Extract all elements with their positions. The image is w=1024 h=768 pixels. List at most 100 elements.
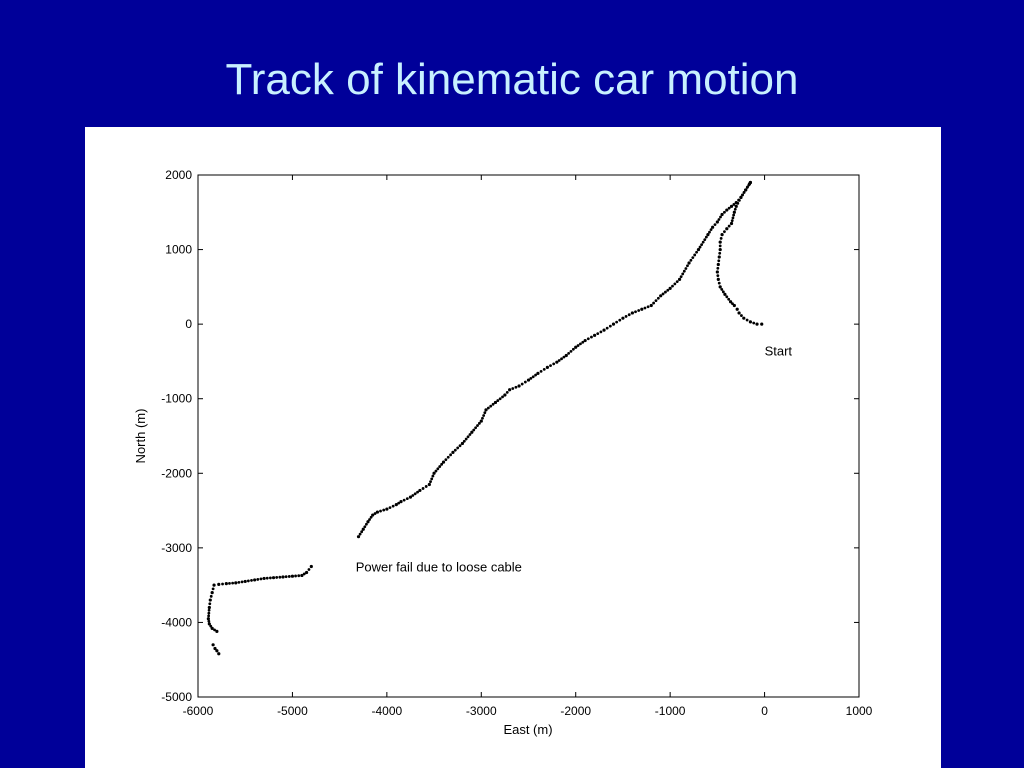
track-point: [388, 506, 392, 509]
track-point: [693, 253, 697, 257]
y-tick-label: -2000: [161, 466, 192, 480]
track-point: [696, 247, 701, 252]
track-point: [732, 203, 736, 206]
track-point: [706, 233, 710, 237]
track-point: [464, 437, 468, 441]
track-point: [659, 294, 663, 298]
track-point: [735, 307, 739, 311]
track-point: [462, 439, 466, 443]
track-point: [294, 574, 297, 578]
track-point: [453, 448, 457, 452]
track-point: [720, 287, 724, 291]
track-point: [493, 400, 498, 405]
track-point: [718, 247, 722, 252]
track-point: [567, 352, 571, 355]
track-point: [399, 500, 403, 504]
track-point: [731, 216, 735, 220]
track-point: [213, 628, 216, 632]
track-point: [440, 462, 444, 466]
track-point: [375, 510, 380, 514]
track-point: [505, 390, 509, 394]
track-point: [701, 240, 705, 244]
track-point: [741, 193, 744, 197]
track-point: [402, 498, 406, 502]
track-point: [503, 393, 507, 397]
track-point: [449, 453, 452, 457]
track-point: [451, 450, 455, 455]
x-tick-label: -2000: [560, 704, 591, 718]
track-point: [526, 378, 531, 382]
track-point: [408, 495, 413, 499]
track-point: [732, 303, 736, 308]
track-point: [523, 380, 527, 384]
x-tick-label: -3000: [466, 704, 497, 718]
track-point: [602, 328, 606, 332]
track-point: [557, 359, 561, 362]
track-point: [583, 338, 587, 343]
track-point: [745, 186, 749, 189]
track-point: [498, 397, 502, 401]
track-point: [221, 582, 224, 586]
track-point: [476, 424, 479, 427]
track-point: [207, 605, 211, 610]
track-point: [211, 643, 215, 647]
track-segment: [211, 643, 221, 656]
track-point: [755, 322, 759, 326]
track-point: [297, 574, 301, 578]
track-point: [618, 318, 622, 322]
track-point: [555, 360, 559, 364]
track-point: [590, 335, 593, 339]
track-point: [542, 367, 546, 371]
track-point: [709, 228, 713, 232]
track-point: [671, 284, 674, 288]
track-point: [732, 210, 736, 214]
track-point: [630, 311, 634, 315]
track-point: [627, 313, 631, 317]
track-point: [215, 649, 219, 653]
track-point: [300, 573, 304, 578]
track-point: [725, 227, 729, 231]
track-point: [474, 426, 478, 430]
track-point: [723, 292, 727, 296]
track-point: [446, 455, 450, 459]
track-point: [729, 221, 734, 226]
track-point: [734, 200, 738, 205]
chart-annotation: Start: [765, 343, 793, 358]
track-point: [460, 441, 464, 446]
track-point: [716, 277, 720, 281]
track-point: [382, 508, 386, 512]
track-point: [700, 243, 704, 246]
plot-area-frame: [197, 174, 860, 698]
track-point: [560, 357, 563, 361]
track-point: [429, 480, 432, 484]
track-point: [745, 318, 749, 322]
track-point: [564, 353, 568, 358]
y-tick-label: 1000: [165, 243, 192, 257]
track-point: [397, 501, 401, 505]
x-axis-title: East (m): [503, 722, 552, 737]
track-point: [744, 188, 748, 192]
track-point: [240, 580, 244, 584]
track-point: [360, 530, 364, 534]
x-tick-label: 0: [761, 704, 768, 718]
track-point: [265, 576, 269, 580]
y-tick-label: 0: [185, 317, 192, 331]
track-point: [511, 387, 515, 390]
track-point: [748, 320, 753, 324]
track-point: [237, 581, 241, 584]
track-point: [421, 487, 425, 490]
track-point: [579, 342, 582, 346]
y-tick-label: -4000: [161, 615, 192, 629]
track-point: [458, 444, 462, 448]
track-point: [717, 281, 721, 285]
track-point: [416, 490, 419, 494]
track-point: [217, 582, 221, 586]
track-point: [740, 314, 743, 317]
track-point: [411, 494, 415, 497]
x-tick-label: -6000: [183, 704, 214, 718]
track-point: [640, 307, 644, 311]
track-point: [716, 274, 720, 278]
track-point: [666, 288, 670, 292]
y-tick-label: 2000: [165, 168, 192, 182]
y-tick-label: -1000: [161, 392, 192, 406]
